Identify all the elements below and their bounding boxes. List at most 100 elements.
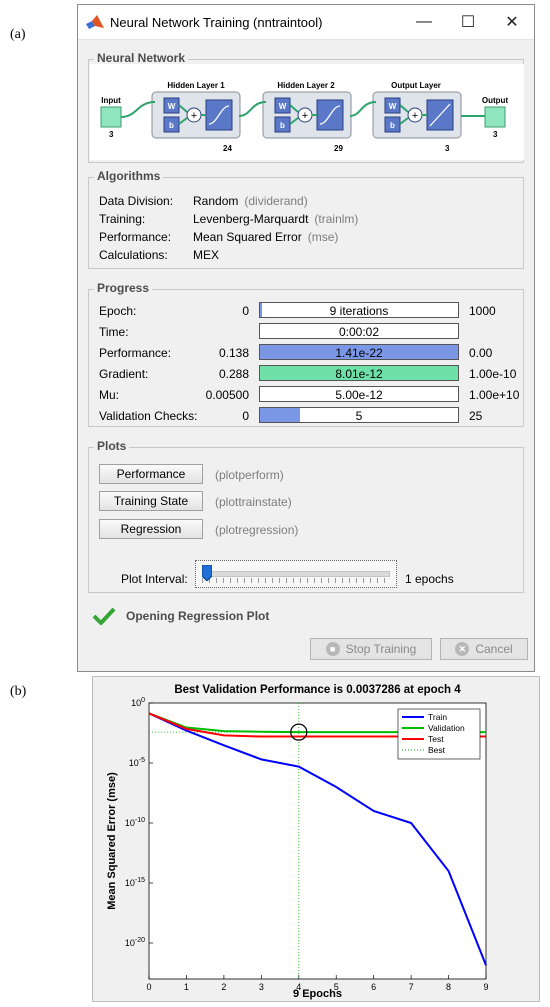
- progress-row-epoch: Epoch: 0 9 iterations 1000: [99, 302, 519, 320]
- progress-value: 9 iterations: [329, 304, 389, 318]
- neural-network-group: Neural Network Input 3 Hidden Layer 1 W …: [88, 51, 524, 163]
- regression-plot-function: (plotregression): [215, 523, 299, 537]
- legend-label-best: Best: [428, 745, 446, 755]
- progress-max: 0.00: [469, 346, 493, 360]
- progress-fill: [260, 303, 262, 317]
- plots-group: Plots Performance (plotperform) Training…: [88, 439, 524, 593]
- regression-plot-button[interactable]: Regression: [99, 519, 203, 539]
- panel-label-a: (a): [10, 27, 26, 42]
- progress-row-mu: Mu: 0.00500 5.00e-12 1.00e+10: [99, 386, 519, 404]
- performance-chart-svg: Best Validation Performance is 0.0037286…: [106, 684, 489, 1000]
- progress-row-performance: Performance: 0.138 1.41e-22 0.00: [99, 344, 519, 362]
- output-node: [484, 106, 506, 128]
- x-tick-label: 7: [409, 982, 414, 992]
- progress-max: 1.00e-10: [469, 367, 517, 381]
- x-tick-label: 3: [259, 982, 264, 992]
- progress-min: 0: [242, 304, 249, 318]
- progress-fill: [260, 345, 458, 359]
- slider-ticks: [202, 578, 390, 583]
- panel-label-b: (b): [10, 684, 27, 699]
- progress-min: 0.288: [218, 367, 249, 381]
- algorithm-label: Calculations:: [99, 248, 168, 262]
- hidden-layer-2-size: 29: [334, 144, 343, 153]
- x-tick-label: 9: [483, 982, 488, 992]
- cancel-button[interactable]: ✕ Cancel: [440, 638, 528, 660]
- sum-icon: +: [191, 110, 197, 122]
- hidden-layer-1-label: Hidden Layer 1: [167, 81, 225, 90]
- y-tick-label: 10-10: [125, 817, 145, 828]
- training-state-plot-button[interactable]: Training State: [99, 491, 203, 511]
- progress-heading: Progress: [94, 281, 153, 295]
- x-tick-label: 8: [446, 982, 451, 992]
- progress-value: 0:00:02: [338, 325, 380, 339]
- y-tick-label: 100: [131, 697, 145, 708]
- bias-icon: b: [390, 121, 395, 130]
- tansig-icon: [208, 105, 230, 125]
- plot-interval-slider[interactable]: [195, 560, 397, 588]
- progress-min: 0.00500: [205, 388, 249, 402]
- y-tick-label: 10-5: [129, 757, 145, 768]
- x-tick-label: 4: [296, 982, 301, 992]
- x-tick-label: 5: [334, 982, 339, 992]
- close-icon[interactable]: ✕: [505, 14, 519, 31]
- y-tick-label: 10-15: [125, 877, 145, 888]
- series-line-train: [148, 712, 487, 966]
- progress-value: 8.01e-12: [335, 367, 383, 381]
- weight-icon: W: [389, 102, 397, 111]
- progress-label: Validation Checks:: [99, 409, 198, 423]
- output-size: 3: [493, 130, 498, 139]
- progress-row-time: Time: 0:00:02: [99, 323, 519, 341]
- output-label: Output: [482, 96, 509, 105]
- legend-label-train: Train: [428, 712, 447, 722]
- y-tick-label: 10-20: [125, 937, 145, 948]
- window-title: Neural Network Training (nntraintool): [110, 15, 323, 30]
- algorithm-function: (trainlm): [314, 212, 359, 226]
- status-text: Opening Regression Plot: [126, 609, 270, 623]
- algorithm-value: Mean Squared Error: [193, 230, 302, 244]
- progress-label: Performance:: [99, 346, 172, 360]
- nntraintool-window: Neural Network Training (nntraintool) — …: [77, 4, 535, 672]
- stop-training-button[interactable]: ■ Stop Training: [310, 638, 432, 660]
- slider-thumb-icon[interactable]: [202, 565, 212, 581]
- progress-label: Epoch:: [99, 304, 137, 318]
- maximize-icon[interactable]: ☐: [460, 14, 476, 31]
- sum-icon: +: [302, 110, 308, 122]
- bias-icon: b: [169, 121, 174, 130]
- algorithm-function: (mse): [307, 230, 339, 244]
- performance-chart: Best Validation Performance is 0.0037286…: [92, 676, 540, 1002]
- performance-plot-button[interactable]: Performance: [99, 464, 203, 484]
- algorithms-heading: Algorithms: [94, 169, 164, 183]
- slider-track: [202, 571, 390, 577]
- hidden-layer-1-size: 24: [223, 144, 232, 153]
- input-node: [100, 106, 122, 128]
- progress-row-gradient: Gradient: 0.288 8.01e-12 1.00e-10: [99, 365, 519, 383]
- connection-lines: [120, 101, 485, 125]
- x-tick-label: 0: [146, 982, 151, 992]
- minimize-icon[interactable]: —: [416, 13, 432, 30]
- network-diagram: Input 3 Hidden Layer 1 W b + 24 Hidden L…: [90, 64, 524, 160]
- algorithm-value: MEX: [193, 248, 220, 262]
- hidden-layer-2: Hidden Layer 2 W b + 29: [262, 81, 352, 153]
- algorithm-value: Random: [193, 194, 239, 208]
- progress-bar: 9 iterations: [259, 302, 459, 318]
- cancel-icon: ✕: [455, 642, 470, 656]
- algorithm-label: Data Division:: [99, 194, 174, 208]
- matlab-logo-icon: [86, 15, 104, 29]
- progress-bar: 1.41e-22: [259, 344, 459, 360]
- bias-icon: b: [280, 121, 285, 130]
- algorithms-group: Algorithms Data Division: Random (divider…: [88, 169, 524, 269]
- progress-bar: 8.01e-12: [259, 365, 459, 381]
- hidden-layer-2-label: Hidden Layer 2: [277, 81, 335, 90]
- progress-group: Progress Epoch: 0 9 iterations 1000 Time…: [88, 281, 524, 427]
- progress-value: 1.41e-22: [335, 346, 383, 360]
- progress-fill: [260, 366, 458, 380]
- algorithm-value: Levenberg-Marquardt: [193, 212, 309, 226]
- tansig-icon: [319, 105, 341, 125]
- x-axis-label: 9 Epochs: [293, 988, 342, 1000]
- progress-value: 5.00e-12: [335, 388, 383, 402]
- y-axis-label: Mean Squared Error (mse): [106, 772, 118, 910]
- purelin-icon: [429, 103, 451, 127]
- weight-icon: W: [168, 102, 176, 111]
- hidden-layer-1: Hidden Layer 1 W b + 24: [151, 81, 241, 153]
- progress-label: Gradient:: [99, 367, 149, 381]
